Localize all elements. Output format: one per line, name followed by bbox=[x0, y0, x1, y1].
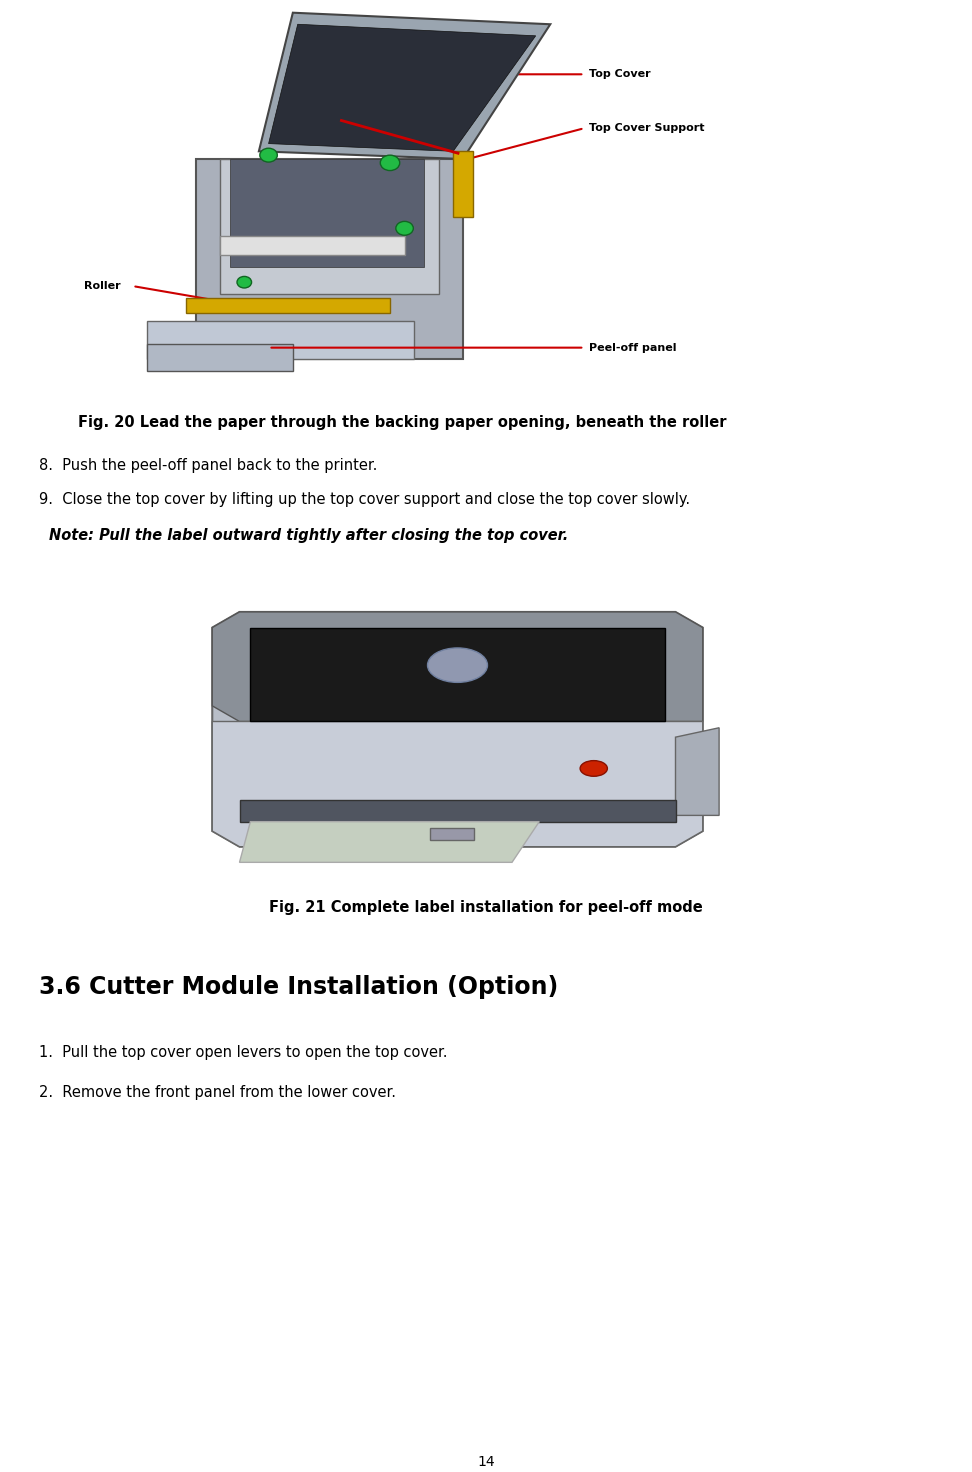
Text: Fig. 20 Lead the paper through the backing paper opening, beneath the roller: Fig. 20 Lead the paper through the backi… bbox=[78, 415, 726, 430]
Text: Roller: Roller bbox=[84, 281, 121, 291]
Polygon shape bbox=[147, 344, 293, 371]
Text: Top Cover: Top Cover bbox=[589, 69, 651, 79]
Polygon shape bbox=[268, 24, 536, 152]
Polygon shape bbox=[239, 821, 539, 863]
Polygon shape bbox=[676, 727, 719, 815]
Polygon shape bbox=[239, 799, 676, 821]
Polygon shape bbox=[147, 321, 414, 359]
Text: 1.  Pull the top cover open levers to open the top cover.: 1. Pull the top cover open levers to ope… bbox=[39, 1045, 447, 1060]
Polygon shape bbox=[220, 236, 404, 255]
Text: 9.  Close the top cover by lifting up the top cover support and close the top co: 9. Close the top cover by lifting up the… bbox=[39, 492, 690, 506]
Circle shape bbox=[380, 155, 399, 171]
Polygon shape bbox=[195, 159, 463, 359]
Polygon shape bbox=[229, 159, 424, 266]
Polygon shape bbox=[212, 721, 703, 846]
Text: Note: Pull the label outward tightly after closing the top cover.: Note: Pull the label outward tightly aft… bbox=[49, 528, 568, 543]
Bar bbox=[431, 827, 473, 841]
Circle shape bbox=[428, 648, 488, 683]
Polygon shape bbox=[212, 612, 703, 721]
Polygon shape bbox=[212, 612, 703, 846]
Text: Top Cover Support: Top Cover Support bbox=[589, 124, 705, 132]
Circle shape bbox=[580, 761, 608, 776]
Text: Peel-off panel: Peel-off panel bbox=[589, 343, 677, 353]
Polygon shape bbox=[220, 159, 438, 294]
Polygon shape bbox=[453, 152, 472, 216]
Text: 2.  Remove the front panel from the lower cover.: 2. Remove the front panel from the lower… bbox=[39, 1085, 396, 1100]
Text: Fig. 21 Complete label installation for peel-off mode: Fig. 21 Complete label installation for … bbox=[269, 899, 703, 916]
Polygon shape bbox=[251, 627, 665, 721]
Circle shape bbox=[260, 149, 277, 162]
Text: 8.  Push the peel-off panel back to the printer.: 8. Push the peel-off panel back to the p… bbox=[39, 458, 377, 473]
Polygon shape bbox=[186, 297, 390, 314]
Circle shape bbox=[396, 221, 413, 236]
Text: 3.6 Cutter Module Installation (Option): 3.6 Cutter Module Installation (Option) bbox=[39, 974, 558, 999]
Text: 14: 14 bbox=[477, 1454, 495, 1469]
Polygon shape bbox=[259, 13, 550, 159]
Circle shape bbox=[237, 277, 252, 289]
